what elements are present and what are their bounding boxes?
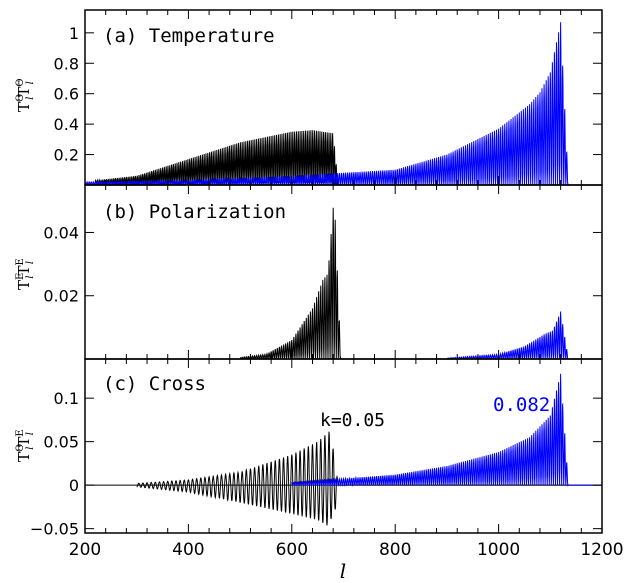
ylabel-c-sup2: E xyxy=(15,429,26,436)
ytick-label-0-2: 0.6 xyxy=(54,85,79,104)
ytick-label-2-3: 0.1 xyxy=(54,389,79,408)
ylabel-b-sub2: l xyxy=(25,261,36,264)
xtick-label-1: 400 xyxy=(172,540,204,560)
series-0-1 xyxy=(85,22,602,185)
xlabel: l xyxy=(340,559,346,583)
ytick-label-0-4: 1 xyxy=(69,24,79,43)
ytick-label-0-3: 0.8 xyxy=(54,54,79,73)
ylabel-a: TΘlTΘl xyxy=(15,78,36,112)
annotation-082: 0.082 xyxy=(493,394,550,416)
panel-c-title: (c) Cross xyxy=(103,373,206,395)
ytick-label-1-1: 0.04 xyxy=(43,223,79,242)
ylabel-b-sub1: l xyxy=(25,275,36,278)
ylabel-a-sub1: l xyxy=(25,97,36,100)
series-2-0 xyxy=(136,431,602,526)
ylabel-a-t2: T xyxy=(15,87,33,97)
ylabel-b-t1: T xyxy=(15,280,33,290)
ylabel-a-sup2: Θ xyxy=(15,78,26,86)
annotation-082-text: 0.082 xyxy=(493,394,550,416)
ylabel-c-sub1: l xyxy=(25,447,36,450)
panel-c-title-text: (c) Cross xyxy=(103,373,206,395)
svg-text:TΘlTEl: TΘlTEl xyxy=(15,429,36,462)
series-1-1 xyxy=(446,311,602,359)
series-2-1 xyxy=(291,373,602,487)
panels: 0.2 0.4 0.6 0.8 1 0.02 0.04 200 400 600 800 1000 120… xyxy=(30,9,624,560)
series-0-0 xyxy=(94,130,602,185)
annotation-k-text: k=0.05 xyxy=(320,410,385,431)
ytick-label-1-0: 0.02 xyxy=(43,287,79,306)
ylabel-c: TΘlTEl xyxy=(15,429,36,462)
ylabel-a-sup1: Θ xyxy=(15,94,26,102)
svg-text:TElTEl: TElTEl xyxy=(15,258,36,290)
ylabel-c-sup1: Θ xyxy=(15,444,26,452)
ylabel-c-t2: T xyxy=(15,437,33,447)
ytick-label-2-0: −0.05 xyxy=(30,520,79,539)
ylabel-b-sup2: E xyxy=(15,258,26,265)
ylabel-c-t1: T xyxy=(15,452,33,462)
ytick-label-0-1: 0.4 xyxy=(54,115,79,134)
panel-a-title: (a) Temperature xyxy=(103,25,275,47)
frame-2 xyxy=(84,358,603,534)
xtick-label-3: 800 xyxy=(379,540,411,560)
ylabel-b-sup1: E xyxy=(15,273,26,280)
ylabel-c-sub2: l xyxy=(25,432,36,435)
panel-1: 0.02 0.04 xyxy=(43,184,603,360)
panel-a-title-text: (a) Temperature xyxy=(103,25,275,47)
panel-b-title-text: (b) Polarization xyxy=(103,201,286,223)
ytick-label-0-0: 0.2 xyxy=(54,146,79,165)
xtick-label-0: 200 xyxy=(69,540,101,560)
ylabel-b-t2: T xyxy=(15,265,33,275)
xtick-label-4: 1000 xyxy=(477,540,520,560)
ytick-label-2-1: 0 xyxy=(69,476,79,495)
xtick-label-2: 600 xyxy=(276,540,308,560)
panel-b-title: (b) Polarization xyxy=(103,201,286,223)
xlabel-text: l xyxy=(340,559,346,583)
ytick-label-2-2: 0.05 xyxy=(43,433,79,452)
ylabel-a-t1: T xyxy=(15,102,33,112)
annotation-k: k=0.05 xyxy=(320,410,385,431)
panel-2: 200 400 600 800 1000 1200 −0.05 0 0.05 0.1 xyxy=(30,358,624,560)
ylabel-b: TElTEl xyxy=(15,258,36,290)
xtick-label-5: 1200 xyxy=(580,540,623,560)
svg-text:TΘlTΘl: TΘlTΘl xyxy=(15,78,36,112)
series-1-0 xyxy=(239,207,602,359)
ylabel-a-sub2: l xyxy=(25,81,36,84)
